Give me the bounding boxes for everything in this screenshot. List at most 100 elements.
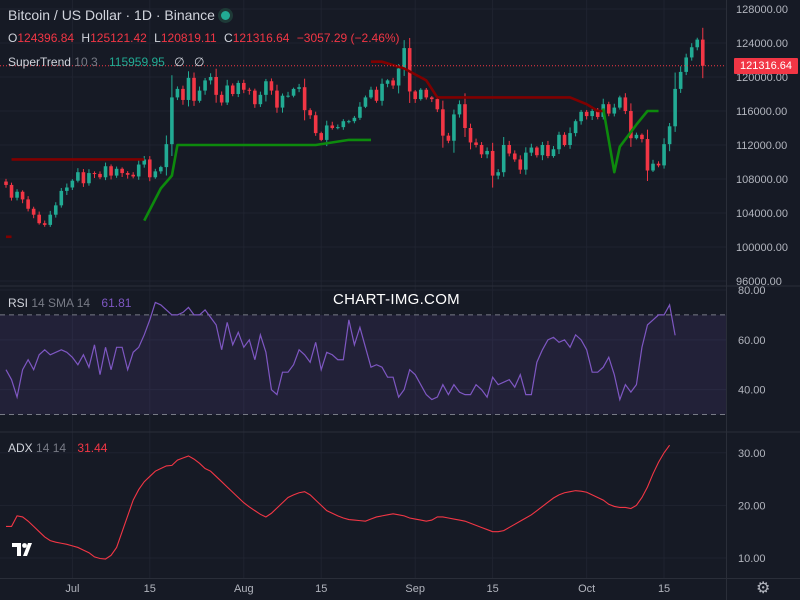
candle-body — [413, 91, 418, 100]
supertrend-na-2: ∅ — [193, 55, 205, 69]
candle-body — [457, 104, 462, 115]
adx-params: 14 14 — [36, 441, 67, 455]
candle-body — [269, 81, 274, 91]
candle-body — [524, 152, 528, 170]
candle-body — [678, 71, 683, 89]
candle-body — [529, 147, 534, 153]
candle-body — [651, 163, 655, 171]
settings-gear-icon[interactable]: ⚙ — [756, 580, 771, 597]
candle-body — [695, 39, 700, 48]
open-label: O — [8, 31, 18, 45]
candle-body — [369, 89, 373, 98]
candle-body — [667, 126, 672, 145]
time-tick-label: Jul — [65, 583, 79, 595]
candle-body — [424, 89, 429, 98]
candle-body — [20, 191, 25, 200]
time-tick-label: Aug — [234, 583, 254, 595]
candle-body — [535, 147, 539, 156]
high-value: 125121.42 — [90, 31, 147, 45]
candle-body — [175, 88, 180, 98]
adx-value: 31.44 — [77, 441, 108, 455]
supertrend-legend[interactable]: SuperTrend 10 3 115959.95 ∅ ∅ — [8, 55, 204, 69]
candle-body — [518, 159, 523, 170]
candle-body — [512, 153, 517, 160]
candle-body — [59, 190, 64, 206]
supertrend-line-up — [601, 108, 659, 174]
candle-body — [241, 82, 246, 90]
candle-body — [159, 167, 163, 172]
candle-body — [579, 111, 583, 122]
candle-body — [590, 111, 594, 117]
candle-body — [186, 77, 191, 100]
candle-body — [640, 134, 644, 140]
candle-body — [131, 174, 135, 177]
time-tick-label: 15 — [144, 583, 156, 595]
candle-body — [396, 68, 401, 86]
price-tick-label: 100000.00 — [736, 242, 788, 254]
supertrend-params: 10 3 — [74, 55, 98, 69]
candle-body — [286, 95, 290, 97]
rsi-tick-label: 40.00 — [738, 385, 766, 397]
candle-body — [136, 164, 141, 177]
candle-body — [662, 144, 666, 166]
adx-pane[interactable] — [6, 444, 671, 560]
time-tick-label: 15 — [658, 583, 670, 595]
time-tick-label: 15 — [487, 583, 499, 595]
open-value: 124396.84 — [17, 31, 75, 45]
candle-body — [214, 77, 218, 95]
rsi-legend[interactable]: RSI 14 SMA 14 61.81 — [8, 296, 131, 310]
candle-body — [430, 97, 434, 100]
candle-body — [612, 107, 617, 114]
candle-body — [402, 48, 406, 69]
candle-body — [70, 180, 75, 188]
candle-body — [31, 208, 36, 215]
candle-body — [490, 150, 495, 176]
adx-line — [6, 444, 671, 560]
adx-legend[interactable]: ADX 14 14 31.44 — [8, 441, 107, 455]
candle-body — [76, 172, 80, 181]
candle-body — [684, 57, 688, 72]
candle-body — [341, 121, 346, 128]
candle-body — [407, 48, 412, 92]
candle-body — [264, 81, 268, 95]
candle-body — [634, 134, 639, 139]
candle-body — [374, 89, 379, 101]
candle-body — [4, 181, 8, 185]
candle-body — [606, 104, 611, 114]
candle-body — [192, 77, 196, 101]
candle-body — [164, 144, 169, 168]
candle-body — [109, 166, 113, 176]
candle-body — [673, 88, 677, 127]
adx-tick-label: 10.00 — [738, 553, 766, 565]
rsi-pane[interactable] — [0, 301, 726, 416]
supertrend-na-1: ∅ — [174, 55, 185, 69]
candle-body — [507, 145, 512, 154]
candle-body — [181, 88, 185, 100]
candle-body — [347, 121, 351, 123]
adx-tick-label: 20.00 — [738, 500, 766, 512]
candle-body — [236, 82, 241, 94]
candle-body — [98, 173, 102, 178]
candle-body — [324, 125, 329, 140]
watermark: CHART-IMG.COM — [333, 291, 460, 308]
price-pane[interactable] — [0, 27, 726, 239]
rsi-name: RSI — [8, 296, 29, 310]
change-value: −3057.29 (−2.46%) — [296, 31, 400, 45]
symbol-title: Bitcoin / US Dollar · 1D · Binance — [8, 7, 230, 23]
low-value: 120819.11 — [160, 31, 217, 45]
tradingview-logo-icon[interactable] — [10, 540, 38, 560]
candle-body — [330, 125, 335, 128]
candle-body — [291, 88, 296, 96]
candle-body — [363, 97, 368, 107]
supertrend-name: SuperTrend — [8, 55, 71, 69]
rsi-tick-label: 60.00 — [738, 335, 766, 347]
candle-body — [142, 159, 147, 165]
candle-body — [48, 214, 53, 225]
market-status-icon — [220, 11, 230, 20]
candle-body — [418, 89, 423, 100]
candle-body — [562, 134, 567, 145]
candle-body — [203, 80, 207, 91]
candle-body — [446, 135, 451, 141]
candle-body — [336, 127, 340, 129]
